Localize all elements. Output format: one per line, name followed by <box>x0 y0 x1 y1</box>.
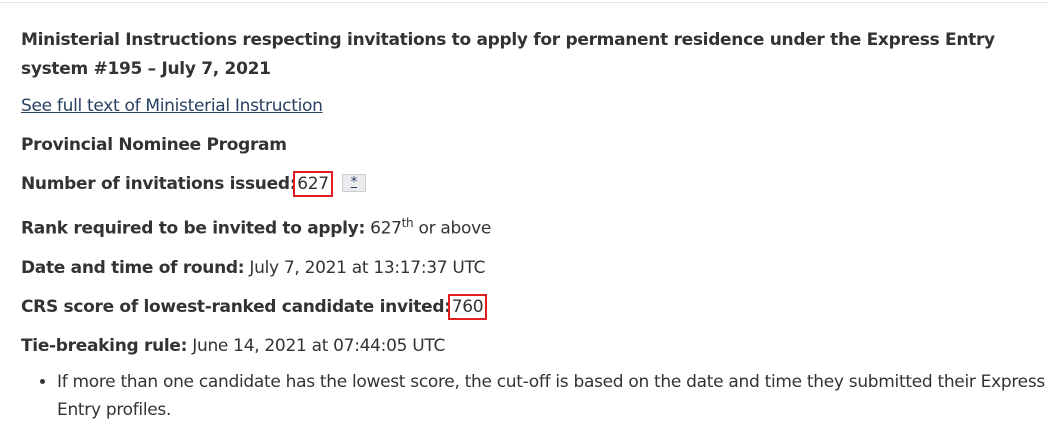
rank-row: Rank required to be invited to apply: 62… <box>21 211 1051 241</box>
divider <box>0 2 1047 3</box>
crs-value: 760 <box>447 293 488 320</box>
tie-rule-list: If more than one candidate has the lowes… <box>21 368 1051 424</box>
tie-label: Tie-breaking rule: <box>21 335 188 356</box>
crs-row: CRS score of lowest-ranked candidate inv… <box>21 293 1051 320</box>
invitations-value: 627 <box>293 171 333 197</box>
date-label: Date and time of round: <box>21 257 245 278</box>
rank-value: 627 <box>370 218 402 239</box>
invitations-row: Number of invitations issued:627 * <box>21 171 1051 197</box>
crs-label: CRS score of lowest-ranked candidate inv… <box>21 296 451 317</box>
full-text-link[interactable]: See full text of Ministerial Instruction <box>21 96 323 116</box>
rank-sup: th <box>401 216 414 230</box>
invitations-label: Number of invitations issued: <box>21 174 297 194</box>
footnote-button[interactable]: * <box>341 174 366 192</box>
program-name: Provincial Nominee Program <box>21 135 287 155</box>
rank-suffix: or above <box>413 218 491 239</box>
date-value: July 7, 2021 at 13:17:37 UTC <box>249 257 486 278</box>
tie-row: Tie-breaking rule: June 14, 2021 at 07:4… <box>21 334 1051 358</box>
date-row: Date and time of round: July 7, 2021 at … <box>21 256 1051 280</box>
tie-value: June 14, 2021 at 07:44:05 UTC <box>192 335 446 356</box>
rank-label: Rank required to be invited to apply: <box>21 218 365 239</box>
page-title: Ministerial Instructions respecting invi… <box>21 30 995 79</box>
list-item: If more than one candidate has the lowes… <box>57 368 1051 424</box>
round-details: Ministerial Instructions respecting invi… <box>21 26 1051 424</box>
